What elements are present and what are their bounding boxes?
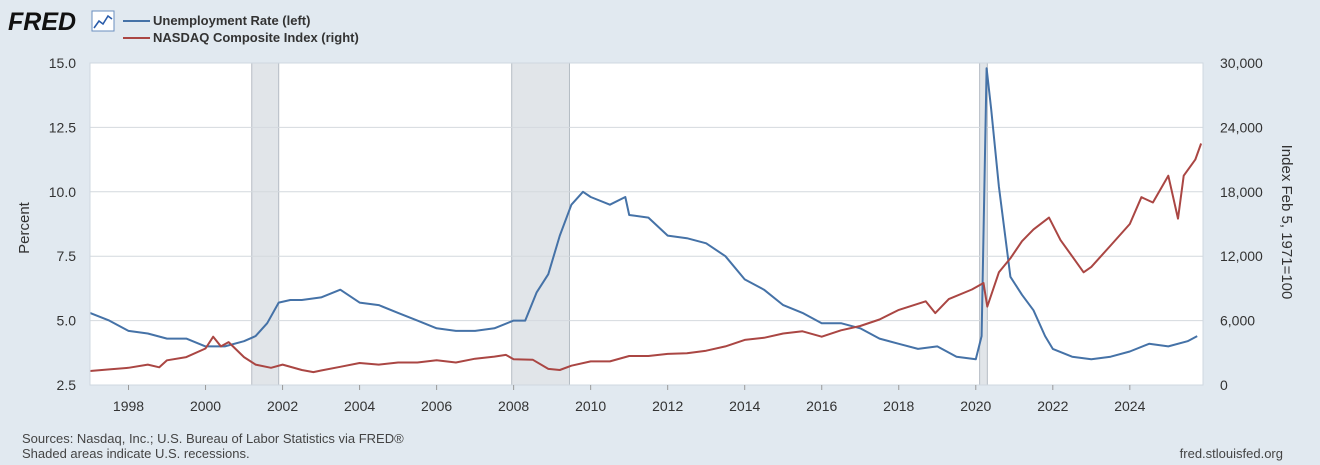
right-tick-label: 12,000	[1220, 248, 1263, 264]
right-tick-label: 0	[1220, 377, 1228, 393]
right-tick-label: 18,000	[1220, 184, 1263, 200]
series-line-nasdaq	[89, 143, 1203, 374]
x-tick-label: 2002	[267, 398, 298, 414]
footer-recession-note[interactable]: Shaded areas indicate U.S. recessions.	[22, 446, 250, 461]
fred-logo-icon	[91, 10, 115, 32]
right-tick-label: 6,000	[1220, 313, 1255, 329]
right-tick-label: 24,000	[1220, 119, 1263, 135]
left-tick-label: 10.0	[49, 184, 76, 200]
footer-site-link[interactable]: fred.stlouisfed.org	[1179, 446, 1283, 461]
right-tick-label: 30,000	[1220, 55, 1263, 71]
x-tick-label: 2010	[575, 398, 606, 414]
footer-sources: Sources: Nasdaq, Inc.; U.S. Bureau of La…	[22, 431, 404, 446]
series-lines	[89, 67, 1203, 374]
recession-band	[251, 62, 280, 386]
left-tick-label: 2.5	[57, 377, 77, 393]
x-axis-ticks: 1998 2000 2002 2004 2006 2008 2010 2012 2014 2016…	[113, 385, 1146, 414]
left-tick-label: 15.0	[49, 55, 76, 71]
left-axis-title: Percent	[16, 201, 33, 254]
gridlines	[90, 126, 1203, 322]
fred-logo[interactable]: FRED	[8, 8, 76, 36]
x-tick-label: 1998	[113, 398, 144, 414]
right-axis-ticks: 30,000 24,000 18,000 12,000 6,000 0	[1220, 55, 1263, 393]
x-tick-label: 2016	[806, 398, 837, 414]
legend-label-nasdaq: NASDAQ Composite Index (right)	[153, 30, 359, 45]
x-tick-label: 2024	[1114, 398, 1145, 414]
x-tick-label: 2014	[729, 398, 760, 414]
recession-band	[511, 62, 570, 386]
legend: Unemployment Rate (left) NASDAQ Composit…	[123, 13, 359, 45]
x-tick-label: 2008	[498, 398, 529, 414]
x-tick-label: 2006	[421, 398, 452, 414]
x-tick-label: 2020	[960, 398, 991, 414]
left-tick-label: 7.5	[57, 248, 77, 264]
left-tick-label: 5.0	[57, 313, 77, 329]
x-tick-label: 2004	[344, 398, 375, 414]
series-line-unemployment	[89, 67, 1198, 361]
left-axis-ticks: 15.0 12.5 10.0 7.5 5.0 2.5	[49, 55, 76, 393]
x-tick-label: 2018	[883, 398, 914, 414]
legend-label-unemployment: Unemployment Rate (left)	[153, 13, 310, 28]
right-axis-title: Index Feb 5, 1971=100	[1278, 145, 1295, 300]
left-tick-label: 12.5	[49, 119, 76, 135]
x-tick-label: 2000	[190, 398, 221, 414]
x-tick-label: 2012	[652, 398, 683, 414]
x-tick-label: 2022	[1037, 398, 1068, 414]
